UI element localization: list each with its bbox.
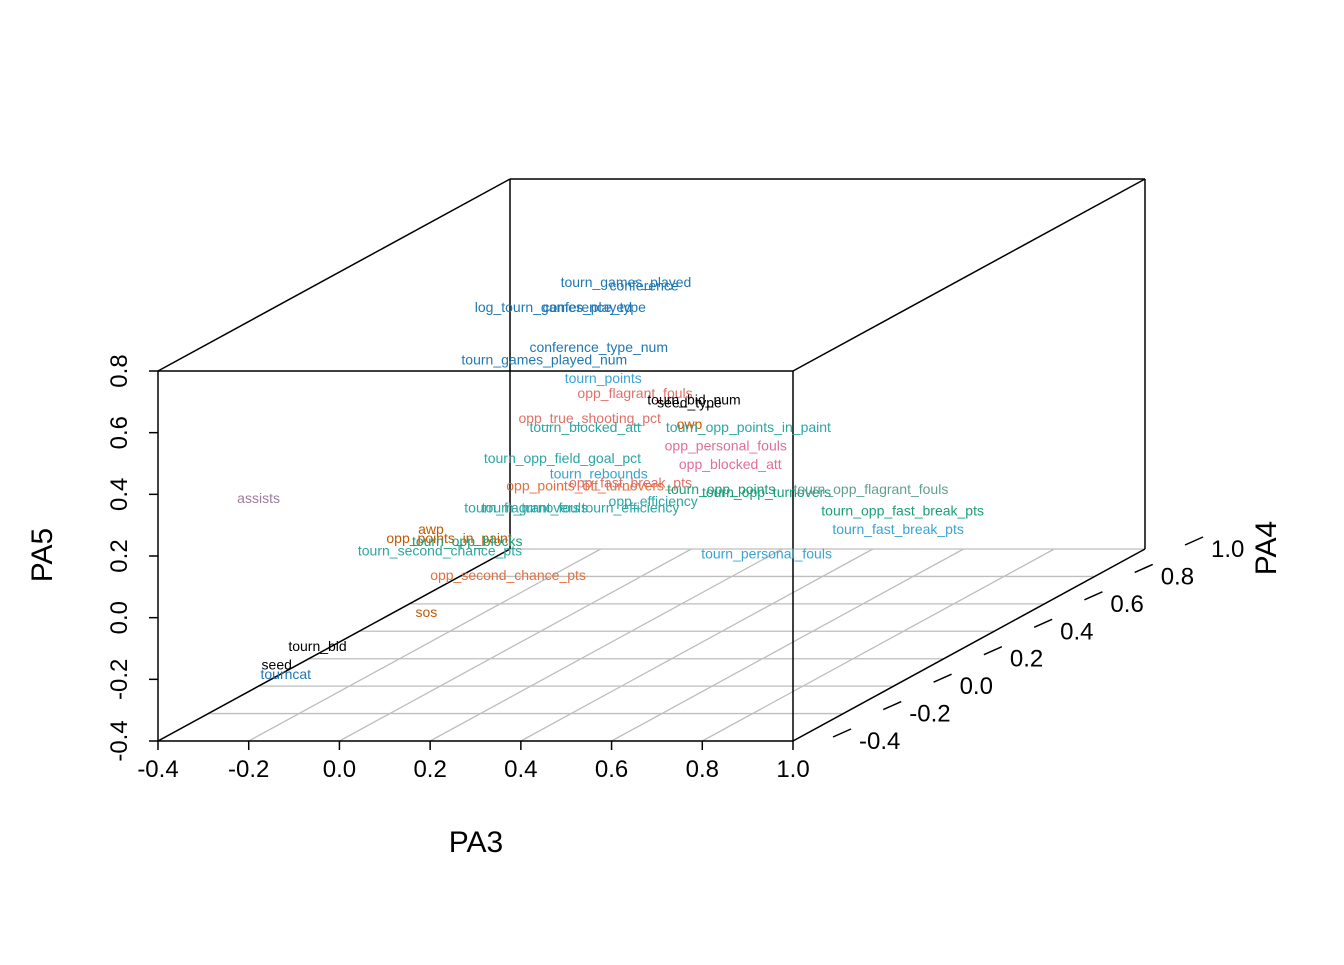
y-tick-label: 0.4 — [1060, 618, 1093, 645]
data-point-label: tourn_bid_num — [647, 391, 740, 407]
grid-line-x — [520, 548, 874, 742]
z-axis-title: PA5 — [26, 528, 59, 582]
data-point-label: opp_points_off_turnovers — [506, 478, 664, 494]
z-tick-label: -0.2 — [106, 659, 133, 700]
x-tick-label: 0.4 — [504, 756, 537, 783]
data-point-label: conference_type — [542, 299, 646, 315]
data-point-label: tourn_games_played — [561, 274, 692, 290]
data-point-label: tourn_rebounds — [550, 465, 648, 481]
box-edge — [157, 178, 511, 372]
box-edge — [792, 178, 1146, 372]
x-tick-label: 0.6 — [595, 756, 628, 783]
data-point-label: tourn_efficiency — [582, 499, 680, 515]
y-tick-label: 0.0 — [960, 673, 993, 700]
data-point-label: tourn_bid — [288, 638, 346, 654]
grid-line-x — [701, 548, 1055, 742]
data-point-label: tourn_turnovers — [482, 499, 580, 515]
data-point-label: conference_type_num — [529, 339, 668, 355]
data-point-label: awp — [418, 521, 444, 537]
z-tick-label: -0.4 — [106, 720, 133, 761]
y-tick-mark — [882, 700, 902, 711]
data-point-label: tourn_flagrant_fouls — [464, 499, 588, 515]
y-tick-mark — [1134, 563, 1154, 574]
data-point-label: tourn_fast_break_pts — [832, 521, 964, 537]
x-tick-label: -0.4 — [137, 756, 178, 783]
data-point-label: seed_type — [657, 394, 722, 410]
data-point-label: tourn_games_played_num — [461, 351, 627, 367]
data-point-label: tourncat — [260, 666, 311, 682]
y-tick-label: -0.2 — [909, 701, 950, 728]
data-point-label: tourn_second_chance_pts — [358, 542, 522, 558]
data-point-label: opp_second_chance_pts — [430, 567, 586, 583]
data-point-label: seed — [262, 657, 292, 673]
data-point-label: opp_fast_break_pts — [569, 475, 692, 491]
box-edge — [157, 548, 511, 742]
z-tick-label: 0.8 — [106, 354, 133, 387]
x-tick-label: -0.2 — [228, 756, 269, 783]
grid-line-x — [339, 548, 692, 742]
y-tick-label: 1.0 — [1211, 536, 1244, 563]
z-tick-label: 0.0 — [106, 601, 133, 634]
y-tick-label: -0.4 — [859, 728, 900, 755]
floor-grid — [157, 548, 1146, 742]
z-tick-label: 0.2 — [106, 539, 133, 572]
y-axis-title: PA4 — [1250, 521, 1283, 575]
x-axis-title: PA3 — [449, 826, 503, 859]
data-point-label: owp — [677, 416, 703, 432]
data-point-label: opp_true_shooting_pct — [518, 410, 661, 426]
y-tick-mark — [933, 673, 952, 683]
bounding-box — [157, 178, 1146, 742]
z-tick-label: 0.6 — [106, 416, 133, 449]
x-tick-label: 0.8 — [686, 756, 719, 783]
y-tick-mark — [1033, 618, 1053, 628]
box-edge — [792, 548, 1146, 742]
data-point-label: tourn_opp_points_in_paint — [666, 419, 831, 435]
data-point-label: tourn_personal_fouls — [701, 546, 832, 562]
data-point-label: conference — [609, 277, 678, 293]
data-point-label: tourn_opp_points — [667, 481, 775, 497]
data-point-label: tourn_points — [565, 370, 642, 386]
data-point-label: sos — [415, 604, 437, 620]
data-point-label: opp_flagrant_fouls — [577, 385, 692, 401]
data-point-label: tourn_opp_fast_break_pts — [821, 502, 984, 518]
data-point-label: tourn_opp_flagrant_fouls — [793, 481, 948, 497]
data-point-label: assists — [237, 490, 280, 506]
x-tick-label: 0.2 — [413, 756, 446, 783]
x-tick-label: 0.0 — [323, 756, 356, 783]
x-tick-label: 1.0 — [776, 756, 809, 783]
data-point-label: tourn_opp_blocks — [412, 533, 523, 549]
y-tick-label: 0.2 — [1010, 646, 1043, 673]
y-tick-label: 0.8 — [1161, 563, 1194, 590]
data-point-label: opp_personal_fouls — [665, 438, 787, 454]
data-point-label: opp_efficiency — [609, 493, 698, 509]
data-point-label: tourn_opp_field_goal_pct — [484, 450, 641, 466]
y-tick-mark — [1184, 536, 1204, 546]
z-tick-label: 0.4 — [106, 478, 133, 511]
grid-line-x — [248, 548, 602, 742]
y-tick-mark — [1084, 591, 1103, 601]
axis-ticks: -0.4 -0.2 0.0 0.2 0.4 0.6 0.8 1.0 -0.4 -0.2 0.0 0.2… — [106, 354, 1244, 783]
y-tick-mark — [832, 728, 852, 738]
data-point-label: opp_blocked_att — [679, 456, 782, 472]
y-tick-label: 0.6 — [1110, 591, 1143, 618]
data-point-label: tourn_blocked_att — [529, 419, 640, 435]
grid-line-x — [429, 548, 783, 742]
data-point-label: tourn_opp_turnovers — [702, 484, 831, 500]
y-tick-mark — [983, 646, 1003, 656]
data-point-label: log_tourn_games_played — [475, 299, 632, 315]
data-point-label: opp_points_in_paint — [386, 530, 511, 546]
grid-line-x — [611, 548, 964, 742]
